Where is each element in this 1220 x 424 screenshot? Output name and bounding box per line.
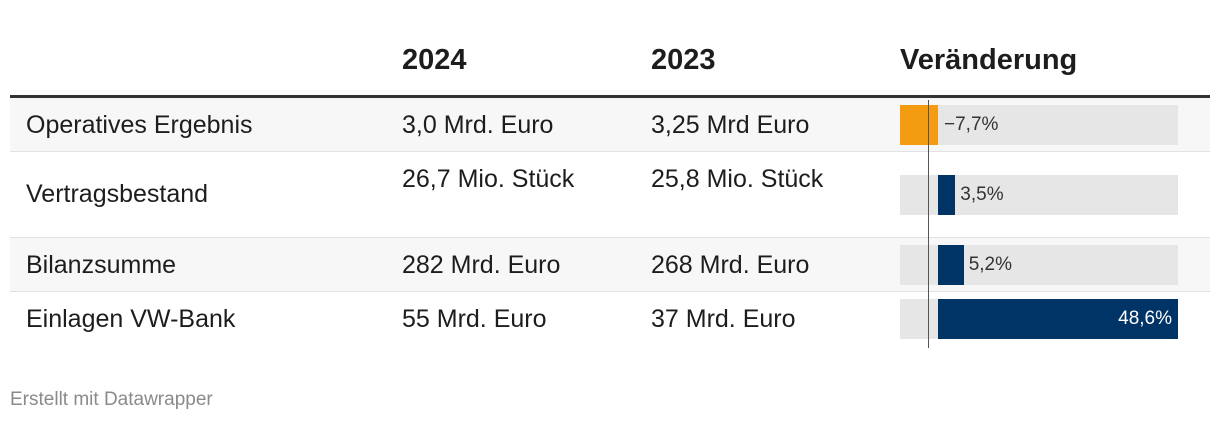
column-header-2023: 2023 [651, 44, 716, 76]
row-label: Einlagen VW-Bank [26, 305, 236, 333]
change-bar-track: 5,2% [900, 245, 1178, 285]
value-2024: 3,0 Mrd. Euro [402, 111, 554, 139]
value-2023: 268 Mrd. Euro [651, 251, 810, 279]
change-bar-track: 3,5% [900, 175, 1178, 215]
column-header-2024: 2024 [402, 44, 467, 76]
table-row: Vertragsbestand 26,7 Mio. Stück 25,8 Mio… [10, 152, 1210, 238]
table-header: 2024 2023 Veränderung [10, 30, 1210, 98]
change-bar [938, 175, 956, 215]
change-bar-track: 48,6% [900, 299, 1178, 339]
value-2023: 37 Mrd. Euro [651, 305, 796, 333]
row-label: Bilanzsumme [26, 251, 177, 279]
change-bar-track: −7,7% [900, 105, 1178, 145]
value-2024: 26,7 Mio. Stück [402, 165, 575, 193]
footer-credit: Erstellt mit Datawrapper [10, 389, 213, 410]
table-row: Bilanzsumme 282 Mrd. Euro 268 Mrd. Euro … [10, 238, 1210, 292]
change-label: 3,5% [960, 184, 1004, 205]
table-row: Operatives Ergebnis 3,0 Mrd. Euro 3,25 M… [10, 98, 1210, 152]
zero-line [928, 100, 929, 348]
value-2024: 55 Mrd. Euro [402, 305, 547, 333]
row-label: Vertragsbestand [26, 180, 209, 208]
change-bar [938, 245, 964, 285]
change-bar [900, 105, 939, 145]
change-label: 48,6% [1118, 308, 1172, 329]
value-2024: 282 Mrd. Euro [402, 251, 561, 279]
change-label: −7,7% [944, 114, 999, 135]
row-label: Operatives Ergebnis [26, 111, 253, 139]
table-row: Einlagen VW-Bank 55 Mrd. Euro 37 Mrd. Eu… [10, 292, 1210, 346]
column-header-change: Veränderung [900, 44, 1078, 76]
change-label: 5,2% [968, 254, 1012, 275]
value-2023: 25,8 Mio. Stück [651, 165, 824, 193]
change-bar [938, 299, 1178, 339]
data-table: 2024 2023 Veränderung Operatives Ergebni… [10, 30, 1210, 346]
value-2023: 3,25 Mrd Euro [651, 111, 810, 139]
